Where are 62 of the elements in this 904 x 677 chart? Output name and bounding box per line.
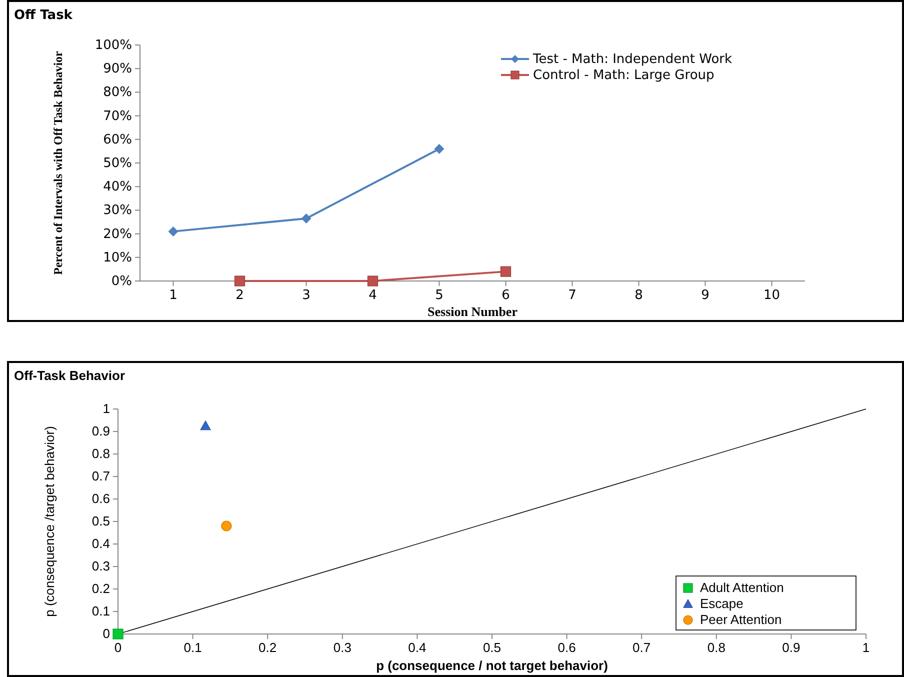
y-tick-label: 0.9 (92, 424, 110, 438)
x-tick-label: 0.9 (782, 640, 800, 655)
y-tick-label: 50% (103, 156, 132, 171)
y-tick-label: 30% (103, 203, 132, 218)
x-tick-label: 2 (236, 288, 244, 303)
point (367, 276, 378, 286)
x-tick-label: 0.5 (482, 640, 502, 655)
x-axis-title: Session Number (428, 304, 518, 319)
x-tick-label: 1 (862, 640, 870, 655)
x-tick-label: 6 (502, 288, 510, 303)
x-tick-label: 0.3 (333, 640, 352, 655)
y-tick-label: 20% (103, 226, 132, 242)
legend-label: Control - Math: Large Group (533, 68, 714, 83)
legend-label: Escape (700, 596, 744, 611)
legend-label: Test - Math: Independent Work (532, 52, 733, 67)
legend-label: Peer Attention (700, 612, 782, 627)
point (221, 520, 232, 532)
y-tick-label: 0.3 (92, 558, 110, 574)
y-axis-title: p (consequence /target behavior) (42, 426, 57, 617)
point (168, 226, 178, 236)
y-tick-label: 0.2 (92, 581, 110, 596)
point (500, 266, 512, 277)
y-tick-label: 0 (102, 626, 110, 641)
point (112, 628, 124, 640)
legend-label: Adult Attention (700, 580, 784, 595)
x-tick-label: 8 (634, 288, 643, 303)
y-tick-label: 60% (103, 132, 132, 148)
y-tick-label: 0.8 (92, 446, 110, 461)
y-tick-label: 90% (103, 62, 132, 77)
x-tick-label: 0.2 (258, 640, 277, 655)
chart-title: Off Task (14, 8, 73, 23)
x-tick-label: 1 (169, 288, 178, 303)
y-tick-label: 0.5 (92, 514, 110, 528)
x-tick-label: 9 (701, 288, 710, 303)
x-tick-label: 3 (302, 288, 310, 303)
y-tick-label: 0.6 (92, 491, 110, 506)
x-tick-label: 0.8 (707, 640, 726, 655)
y-axis-title: Percent of Intervals with Off Task Behavior (51, 50, 65, 275)
x-tick-label: 5 (435, 288, 444, 303)
y-tick-label: 0.4 (92, 536, 110, 551)
chart-title: Off-Task Behavior (14, 368, 126, 383)
x-tick-label: 0.7 (632, 640, 651, 655)
point (234, 276, 246, 286)
y-tick-label: 100% (94, 38, 132, 53)
x-tick-label: 0.6 (558, 640, 576, 655)
y-tick-label: 0.1 (92, 604, 110, 618)
y-tick-label: 1 (102, 401, 110, 416)
x-tick-label: 7 (568, 288, 576, 303)
x-tick-label: 0.1 (184, 640, 202, 655)
x-tick-label: 10 (763, 288, 780, 303)
y-tick-label: 0% (111, 274, 132, 289)
y-tick-label: 40% (103, 180, 132, 195)
y-tick-label: 70% (103, 108, 132, 124)
y-tick-label: 10% (103, 250, 132, 266)
point (301, 213, 312, 224)
x-tick-label: 4 (368, 288, 377, 303)
y-tick-label: 80% (103, 85, 132, 100)
point (200, 420, 211, 430)
point (434, 144, 444, 154)
x-axis-title: p (consequence / not target behavior) (376, 658, 608, 673)
y-tick-label: 0.7 (92, 468, 110, 484)
x-tick-label: 0.4 (408, 640, 426, 655)
